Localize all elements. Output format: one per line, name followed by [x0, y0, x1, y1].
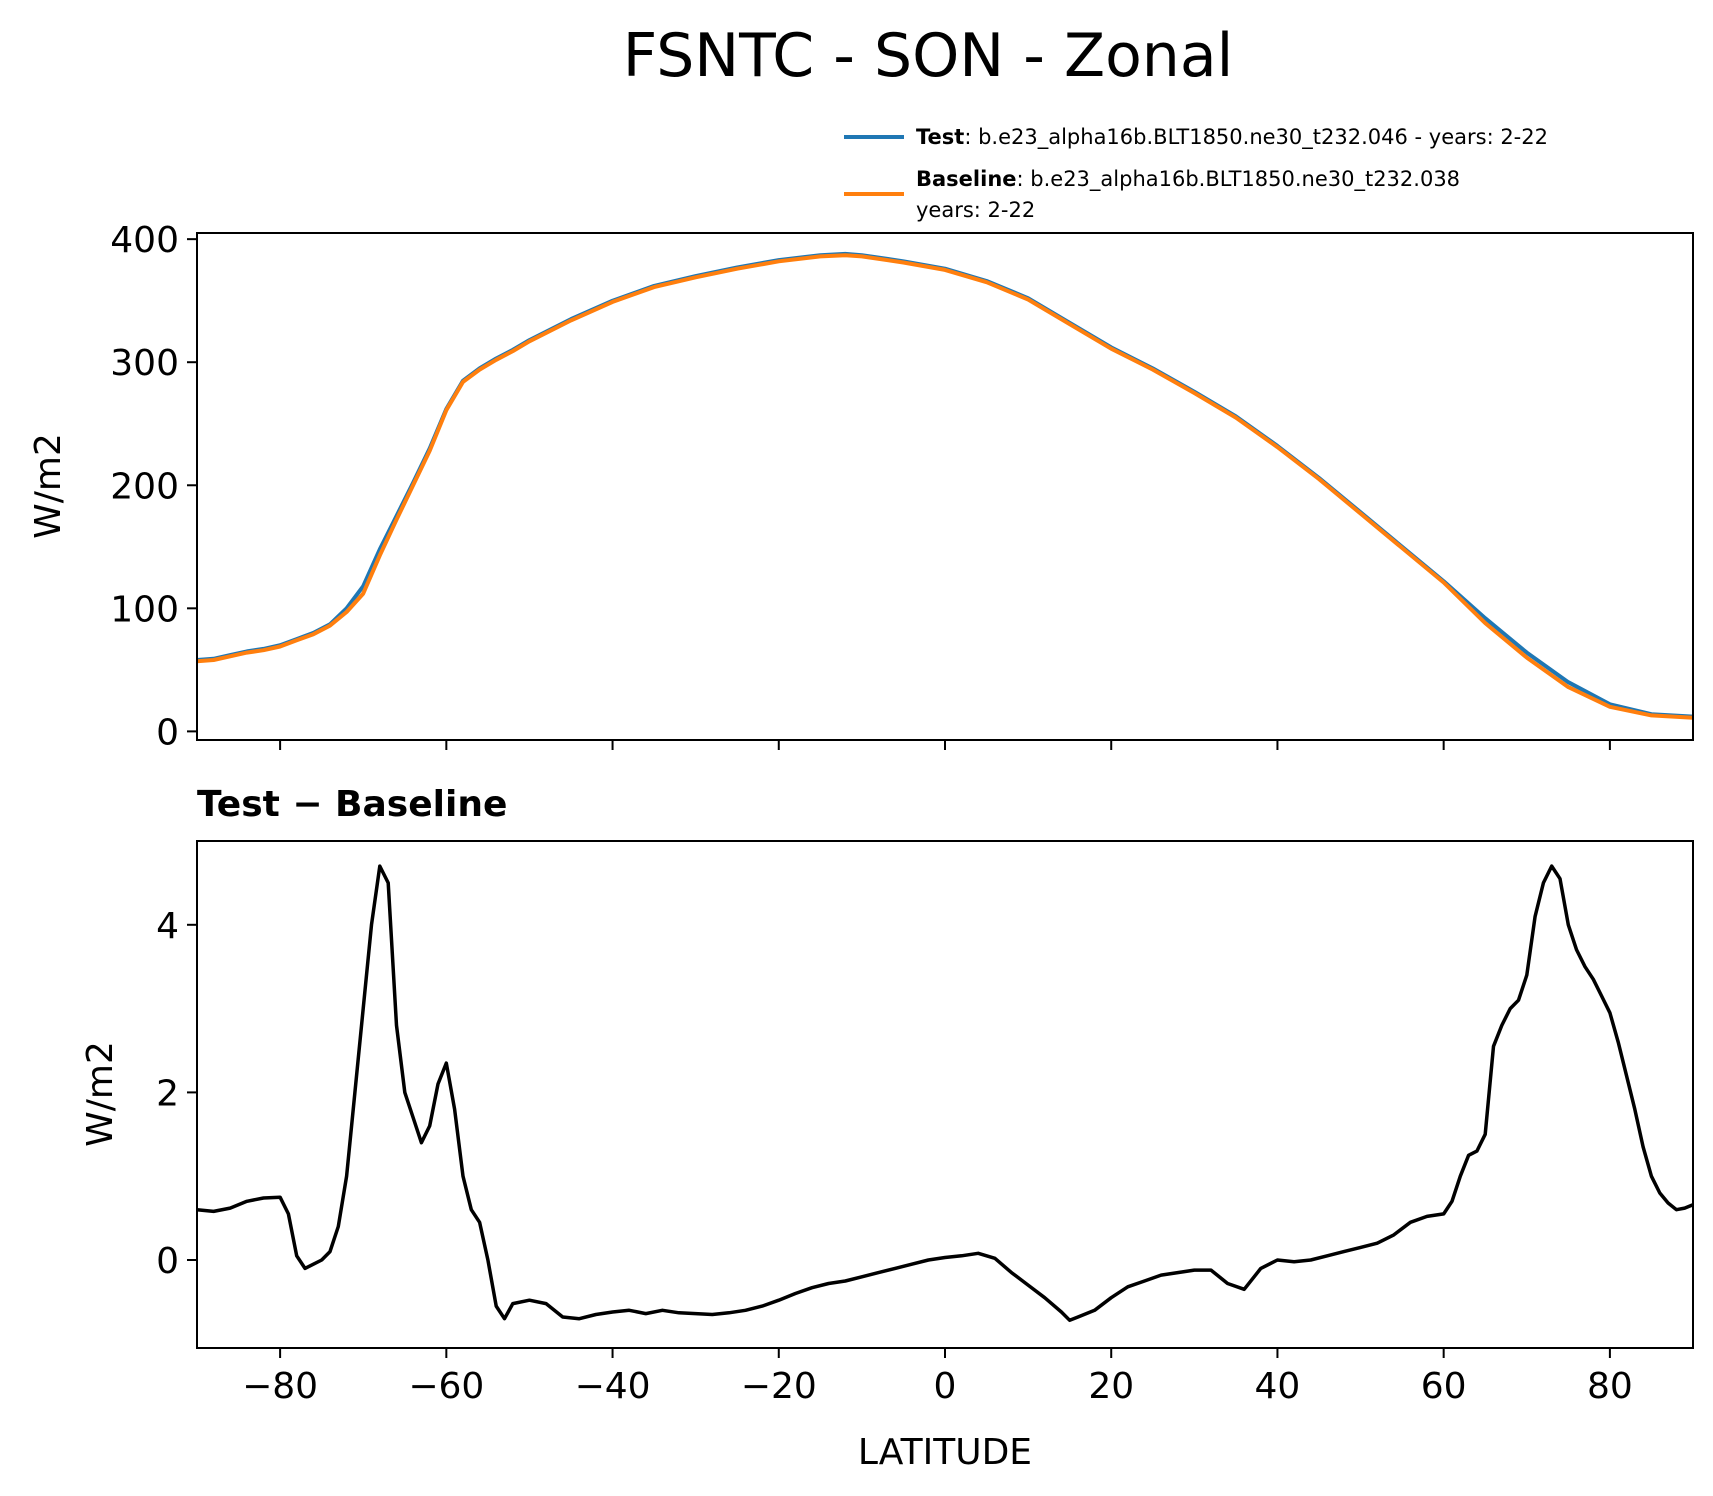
bottom-x-tick-label: 20: [1088, 1366, 1134, 1407]
bottom-y-tick-label: 2: [156, 1073, 179, 1114]
top-panel: 0 100 200 300 400 W/m2: [28, 220, 1694, 753]
legend: Test: b.e23_alpha16b.BLT1850.ne30_t232.0…: [844, 125, 1548, 222]
bottom-x-tick-label: 80: [1587, 1366, 1633, 1407]
top-y-axis-label: W/m2: [28, 433, 69, 539]
bottom-series-line-difference: [196, 864, 1694, 1323]
bottom-x-ticks: −80 −60 −40 −20 0 20 40 60 80: [242, 1348, 1633, 1407]
legend-desc-baseline-line2: years: 2-22: [916, 198, 1035, 222]
figure-title: FSNTC - SON - Zonal: [623, 21, 1234, 91]
bottom-panel-title: Test − Baseline: [197, 784, 507, 825]
top-series-group: [196, 251, 1694, 720]
top-series-line-baseline: [196, 253, 1694, 720]
bottom-panel: Test − Baseline 0 2 4 −80 −60 −40 −20 0 20 40 60 8…: [80, 784, 1694, 1473]
top-y-tick-label: 200: [110, 466, 179, 507]
bottom-series-group: [196, 864, 1694, 1323]
legend-desc-test: : b.e23_alpha16b.BLT1850.ne30_t232.046 -…: [964, 125, 1548, 150]
bottom-y-tick-label: 4: [156, 906, 179, 947]
top-series-line-test: [196, 251, 1694, 719]
bottom-plot-frame: [196, 840, 1694, 1349]
top-x-ticks: [279, 740, 1611, 750]
top-plot-frame: [196, 232, 1694, 741]
bottom-x-tick-label: −20: [741, 1366, 817, 1407]
top-y-tick-label: 300: [110, 343, 179, 384]
bottom-y-ticks: 0 2 4: [156, 906, 197, 1282]
bottom-x-tick-label: −40: [575, 1366, 651, 1407]
legend-name-baseline: Baseline: [916, 167, 1017, 191]
bottom-y-axis-label: W/m2: [80, 1041, 121, 1147]
legend-label-baseline: Baseline: b.e23_alpha16b.BLT1850.ne30_t2…: [916, 167, 1460, 192]
bottom-x-tick-label: −80: [242, 1366, 318, 1407]
top-y-tick-label: 0: [156, 712, 179, 753]
top-y-tick-label: 400: [110, 220, 179, 261]
legend-desc-baseline: : b.e23_alpha16b.BLT1850.ne30_t232.038: [1017, 167, 1461, 192]
bottom-x-tick-label: 0: [934, 1366, 957, 1407]
top-y-tick-label: 100: [110, 589, 179, 630]
bottom-y-tick-label: 0: [156, 1241, 179, 1282]
bottom-x-tick-label: 40: [1255, 1366, 1301, 1407]
legend-name-test: Test: [916, 125, 964, 149]
legend-label-test: Test: b.e23_alpha16b.BLT1850.ne30_t232.0…: [916, 125, 1548, 150]
top-y-ticks: 0 100 200 300 400: [110, 220, 197, 753]
bottom-x-tick-label: 60: [1421, 1366, 1467, 1407]
bottom-x-tick-label: −60: [408, 1366, 484, 1407]
bottom-x-axis-label: LATITUDE: [858, 1432, 1032, 1473]
